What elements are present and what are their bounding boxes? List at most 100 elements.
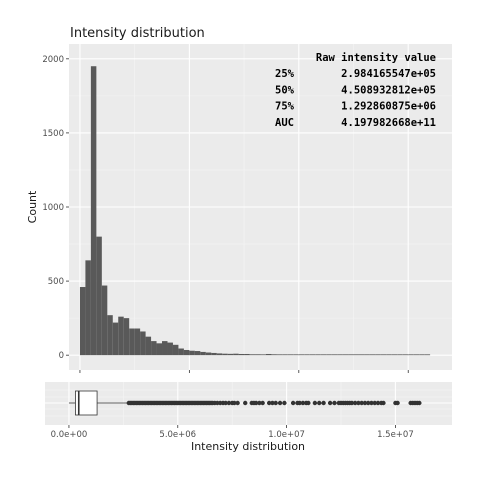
histogram-bar xyxy=(320,354,327,356)
histogram-bar xyxy=(211,352,217,356)
y-tick-label: 1000 xyxy=(42,203,64,213)
histogram-y-axis: 0 500 1000 1500 2000 xyxy=(42,55,69,361)
boxplot-outlier-point xyxy=(297,400,302,406)
boxplot-outlier-point xyxy=(317,400,322,406)
y-tick-label: 500 xyxy=(48,277,64,287)
histogram-bar xyxy=(260,354,266,356)
histogram-bar xyxy=(194,351,201,356)
boxplot-panel: 0.0e+00 5.0e+06 1.0e+07 1.5e+07 xyxy=(45,382,452,440)
histogram-bar xyxy=(369,354,376,356)
histogram-bar xyxy=(216,353,223,356)
annotation-row-label: 50% xyxy=(275,84,295,96)
histogram-bar xyxy=(265,353,272,356)
histogram-panel: 0 500 1000 1500 2000 Raw intensity value 25% 2… xyxy=(42,44,452,373)
histogram-bars xyxy=(79,66,431,356)
annotation-row-value: 4.197982668e+11 xyxy=(341,117,436,129)
annotation-row-value: 2.984165547e+05 xyxy=(341,68,436,80)
histogram-bar xyxy=(145,336,152,356)
histogram-bar xyxy=(129,328,135,356)
boxplot-outlier-point xyxy=(282,400,287,406)
histogram-bar xyxy=(112,322,119,356)
histogram-bar xyxy=(156,343,163,356)
y-tick-label: 2000 xyxy=(42,55,64,65)
histogram-bar xyxy=(326,354,332,356)
histogram-bar xyxy=(276,354,283,356)
histogram-bar xyxy=(255,354,261,356)
histogram-bar xyxy=(358,354,365,356)
boxplot-outlier-point xyxy=(300,400,306,406)
histogram-bar xyxy=(386,354,392,356)
boxplot-outlier-point xyxy=(321,400,326,406)
boxplot-outlier-point xyxy=(359,400,364,406)
histogram-bar xyxy=(419,354,425,356)
histogram-bar xyxy=(85,260,91,356)
boxplot-outlier-point xyxy=(273,400,278,406)
histogram-bar xyxy=(189,350,195,356)
x-tick-label: 1.0e+07 xyxy=(268,430,305,440)
boxplot-outlier-point xyxy=(332,400,337,406)
histogram-bar xyxy=(118,316,124,356)
boxplot-outlier-point xyxy=(223,400,228,406)
boxplot-outlier-point xyxy=(277,400,283,406)
chart-title: Intensity distribution xyxy=(70,26,205,41)
x-tick-label: 0.0e+00 xyxy=(51,430,88,440)
histogram-bar xyxy=(348,354,354,356)
boxplot-outlier-point xyxy=(327,400,333,406)
histogram-bar xyxy=(178,348,184,356)
boxplot-outlier-point xyxy=(243,400,248,406)
quantile-annotation: Raw intensity value 25% 2.984165547e+05 50%… xyxy=(275,52,436,129)
boxplot-outlier-point xyxy=(312,400,318,406)
histogram-bar xyxy=(249,354,256,356)
histogram-bar xyxy=(282,354,288,356)
boxplot-outlier-point xyxy=(349,400,355,406)
boxplot-outlier-point xyxy=(356,400,361,406)
boxplot-outlier-point xyxy=(375,400,381,406)
histogram-bar xyxy=(309,354,316,356)
annotation-row-value: 4.508932812e+05 xyxy=(341,84,436,96)
boxplot-outlier-point xyxy=(381,400,386,406)
x-tick-label: 5.0e+06 xyxy=(159,430,196,440)
boxplot-outlier-point xyxy=(260,400,265,406)
histogram-bar xyxy=(140,331,146,356)
boxplot-outlier-point xyxy=(226,400,232,406)
annotation-row-label: 75% xyxy=(275,101,295,113)
histogram-bar xyxy=(101,285,108,356)
histogram-bar xyxy=(96,236,102,356)
histogram-bar xyxy=(227,353,234,356)
histogram-bar xyxy=(293,354,299,356)
histogram-bar xyxy=(342,354,349,356)
histogram-bar xyxy=(353,354,359,356)
histogram-bar xyxy=(134,328,141,356)
boxplot-outlier-point xyxy=(232,400,237,406)
histogram-bar xyxy=(364,354,370,356)
boxplot-outlier-point xyxy=(417,400,422,406)
y-tick-label: 1500 xyxy=(42,129,64,139)
y-axis-title: Count xyxy=(26,190,39,223)
histogram-bar xyxy=(402,354,409,356)
boxplot-box xyxy=(68,390,129,416)
histogram-bar xyxy=(244,353,250,356)
boxplot-outlier-point xyxy=(266,400,272,406)
boxplot-x-axis: 0.0e+00 5.0e+06 1.0e+07 1.5e+07 xyxy=(51,425,414,440)
histogram-bar xyxy=(287,354,294,356)
histogram-bar xyxy=(375,354,381,356)
boxplot-outlier-point xyxy=(290,400,296,406)
boxplot-outlier-point xyxy=(253,400,259,406)
histogram-bar xyxy=(271,354,277,356)
histogram-bar xyxy=(79,287,86,356)
histogram-bar xyxy=(304,354,310,356)
histogram-bar xyxy=(408,354,414,356)
histogram-bar xyxy=(298,354,305,356)
histogram-bar xyxy=(380,354,387,356)
x-tick-label: 1.5e+07 xyxy=(377,430,414,440)
histogram-bar xyxy=(167,342,173,356)
boxplot-outlier-point xyxy=(362,400,368,406)
histogram-bar xyxy=(315,354,321,356)
boxplot-outlier-point xyxy=(235,400,240,406)
boxplot-outlier-point xyxy=(306,400,311,406)
histogram-bar xyxy=(397,354,403,356)
histogram-bar xyxy=(151,341,157,356)
histogram-bar xyxy=(331,354,338,356)
boxplot-outlier-point xyxy=(366,400,371,406)
